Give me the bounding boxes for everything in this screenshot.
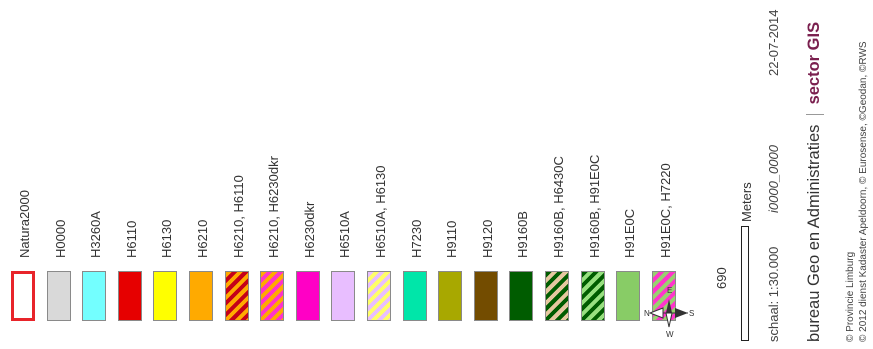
legend-swatch: [367, 271, 391, 321]
legend-swatch: [295, 271, 320, 321]
legend-label: H9160B: [515, 211, 531, 258]
compass-north-label: N: [644, 309, 650, 318]
legend-swatch: [260, 271, 285, 321]
legend-label: H7230: [408, 219, 424, 258]
legend-swatch: [438, 271, 463, 321]
legend-swatch: [473, 271, 498, 321]
legend-label: H6510A, H6130: [373, 165, 388, 258]
legend-label: H6210, H6110: [230, 175, 246, 258]
legend-swatch: [616, 271, 641, 321]
legend-label: H6230dkr: [301, 201, 317, 258]
legend-swatch: [153, 271, 178, 321]
bureau-name: bureau Geo en Administraties: [805, 124, 823, 342]
legend-swatch: [46, 271, 71, 321]
sector-name: sector GIS: [805, 21, 823, 105]
legend-swatch: [331, 271, 356, 321]
legend-swatch: [117, 271, 142, 321]
map-date: 22-07-2014: [766, 9, 781, 77]
legend-label: H6210, H6230dkr: [266, 156, 282, 258]
legend-label: H9120: [479, 219, 495, 258]
organisation-separator: [805, 114, 824, 116]
legend-swatch: [402, 271, 427, 321]
legend-label: H6130: [159, 219, 175, 258]
compass-south-label: S: [689, 309, 694, 318]
legend-label: Natura2000: [17, 190, 32, 258]
north-arrow-icon: E W N S: [644, 286, 694, 339]
legend-swatch: [82, 271, 107, 321]
map-id: i0000_0000: [766, 145, 781, 213]
legend-label: H9110: [444, 220, 460, 258]
scale-bar: [741, 226, 749, 341]
legend-swatch: [580, 271, 605, 321]
copyright-sources: © 2012 dienst Kadaster Apeldoorn, © Euro…: [858, 41, 869, 342]
legend-label: H6510A: [337, 211, 353, 258]
legend-label: H0000: [52, 219, 68, 258]
legend-label: H3260A: [88, 211, 104, 258]
legend-label: H91E0C, H7220: [657, 163, 673, 258]
legend-label: H91E0C: [622, 208, 638, 258]
legend-swatch: [11, 271, 35, 321]
copyright-province: © Provincie Limburg: [845, 251, 856, 342]
scale-bar-value: 690: [714, 267, 729, 289]
organisation-name: bureau Geo en Administraties sector GIS: [805, 22, 824, 342]
legend-swatch: [189, 271, 213, 321]
scale-bar-unit: Meters: [739, 182, 754, 222]
compass-east-label: E: [667, 286, 672, 295]
legend-swatch: [545, 271, 569, 321]
legend-label: H9160B, H6430C: [551, 156, 566, 258]
legend-label: H6110: [123, 220, 139, 258]
legend-swatch: [509, 271, 534, 321]
legend-label: H6210: [195, 219, 210, 258]
legend-swatch: [224, 271, 249, 321]
legend-label: H9160B, H91E0C: [586, 154, 602, 258]
compass-west-label: W: [666, 330, 674, 339]
scale-text: schaal: 1:30.000: [766, 246, 781, 342]
